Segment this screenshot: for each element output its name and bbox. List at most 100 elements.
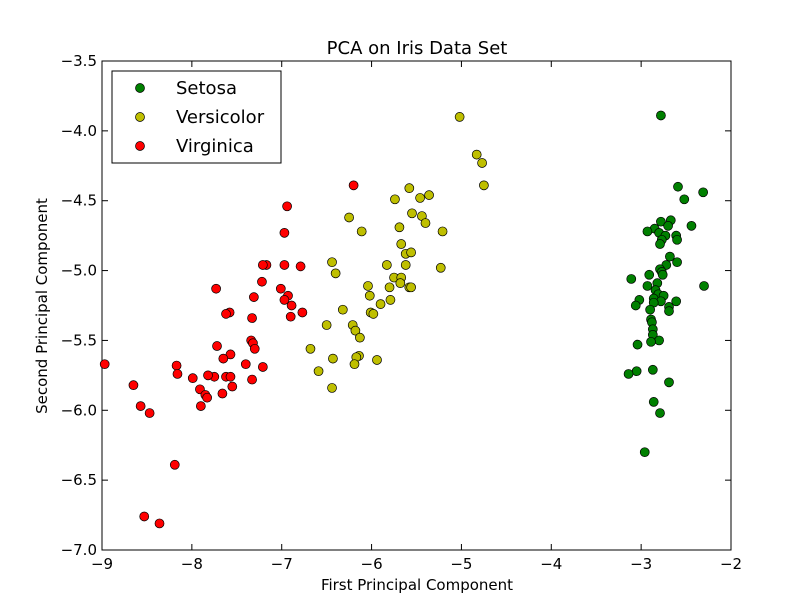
versicolor-point	[344, 212, 354, 223]
setosa-point	[671, 296, 682, 307]
virginica-point	[257, 276, 267, 287]
x-tick-label: −6	[361, 555, 383, 573]
x-tick-label: −2	[720, 555, 742, 573]
virginica-point	[282, 201, 292, 212]
virginica-point	[187, 373, 198, 384]
virginica-point	[154, 518, 165, 529]
virginica-point	[212, 341, 222, 351]
x-tick-label: −9	[91, 555, 113, 573]
versicolor-point	[454, 112, 465, 122]
virginica-point	[240, 359, 251, 370]
data-points	[99, 110, 709, 529]
setosa-point	[639, 447, 650, 458]
setosa-point	[686, 221, 697, 231]
versicolor-point	[404, 183, 415, 193]
setosa-point	[672, 234, 682, 245]
versicolor-point	[437, 226, 448, 237]
setosa-point	[644, 269, 655, 280]
setosa-point	[657, 269, 668, 280]
x-axis-label: First Principal Component	[321, 576, 513, 594]
y-tick-label: −4.5	[61, 192, 97, 210]
setosa-point	[673, 181, 683, 192]
x-tick-label: −8	[181, 555, 203, 573]
virginica-point	[171, 360, 182, 371]
setosa-point	[655, 239, 665, 249]
versicolor-point	[477, 158, 487, 168]
chart-title: PCA on Iris Data Set	[327, 38, 508, 59]
versicolor-point	[394, 222, 405, 233]
setosa-point	[647, 364, 658, 375]
versicolor-point	[390, 194, 400, 205]
versicolor-point	[406, 247, 416, 258]
versicolor-point	[372, 355, 382, 365]
versicolor-point	[330, 268, 341, 279]
setosa-point	[655, 408, 665, 418]
virginica-point	[247, 374, 257, 385]
virginica-point	[295, 261, 306, 272]
virginica-point	[348, 180, 359, 191]
legend-label-virginica: Virginica	[176, 136, 254, 157]
versicolor-point	[384, 282, 395, 293]
legend-marker-setosa	[135, 83, 145, 93]
setosa-point	[654, 335, 664, 346]
virginica-point	[285, 311, 296, 322]
versicolor-point	[313, 366, 324, 377]
versicolor-point	[368, 309, 379, 319]
virginica-point	[279, 227, 290, 238]
virginica-point	[221, 309, 231, 319]
versicolor-point	[400, 260, 411, 270]
x-tick-label: −4	[540, 555, 562, 573]
versicolor-point	[327, 257, 337, 268]
virginica-point	[249, 292, 259, 302]
axis-ticks: −9 −8 −7 −6 −5 −4 −3 −2 −3.5 −4.0 −4.5 −5.0 −5.5 −6.0…	[61, 52, 743, 573]
versicolor-point	[479, 180, 489, 191]
y-tick-label: −3.5	[61, 52, 97, 70]
virginica-point	[257, 260, 268, 270]
x-tick-label: −7	[271, 555, 293, 573]
virginica-point	[202, 392, 212, 403]
legend-marker-virginica	[135, 141, 145, 151]
virginica-point	[195, 401, 206, 411]
setosa-point	[642, 226, 653, 237]
versicolor-point	[355, 332, 365, 343]
setosa-point	[656, 216, 666, 227]
setosa-point	[642, 281, 653, 291]
x-tick-label: −3	[630, 555, 652, 573]
virginica-point	[227, 381, 238, 392]
virginica-point	[225, 371, 236, 382]
setosa-point	[626, 274, 637, 284]
versicolor-point	[321, 320, 332, 330]
setosa-point	[648, 397, 659, 407]
setosa-point	[699, 281, 709, 291]
versicolor-point	[415, 193, 425, 203]
versicolor-point	[327, 383, 337, 393]
virginica-point	[275, 283, 286, 294]
y-tick-label: −7.0	[61, 541, 97, 559]
versicolor-point	[407, 208, 417, 219]
virginica-point	[99, 359, 110, 370]
versicolor-point	[406, 282, 416, 293]
setosa-point	[656, 110, 666, 121]
y-tick-label: −5.0	[61, 262, 97, 280]
versicolor-point	[420, 218, 431, 228]
versicolor-point	[424, 190, 434, 200]
setosa-point	[663, 221, 673, 231]
versicolor-point	[356, 226, 367, 237]
virginica-point	[257, 362, 268, 372]
virginica-point	[203, 370, 213, 381]
setosa-point	[664, 306, 674, 316]
virginica-point	[172, 369, 183, 379]
virginica-point	[211, 283, 221, 294]
setosa-point	[646, 336, 656, 347]
legend-label-versicolor: Versicolor	[176, 107, 265, 128]
virginica-point	[217, 388, 228, 399]
legend: Setosa Versicolor Virginica	[111, 70, 282, 164]
setosa-point	[698, 187, 708, 198]
versicolor-point	[363, 281, 373, 291]
versicolor-point	[364, 290, 375, 301]
setosa-point	[665, 251, 675, 262]
setosa-point	[632, 339, 643, 350]
versicolor-point	[381, 260, 392, 270]
versicolor-point	[350, 325, 361, 336]
